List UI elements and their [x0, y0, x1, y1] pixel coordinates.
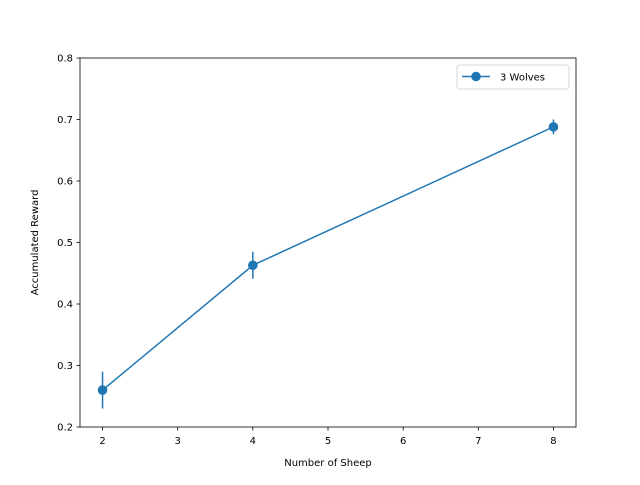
y-axis-label: Accumulated Reward: [30, 190, 41, 296]
x-tick-label: 5: [325, 436, 331, 447]
x-tick-label: 2: [99, 436, 105, 447]
y-tick-label: 0.5: [57, 238, 73, 249]
data-point: [248, 260, 258, 271]
marks-layer: [97, 119, 559, 409]
data-point: [97, 385, 108, 395]
legend-box: [456, 64, 570, 90]
axes-layer: 2 3 4 5 6 7 8 0.2 0.3 0.4 0.5 0.6 0.7 0.8: [57, 54, 577, 447]
x-tick-label: 4: [250, 436, 256, 447]
plot-area: [80, 58, 576, 427]
x-tick-label: 3: [175, 436, 181, 447]
x-tick-label: 8: [550, 436, 556, 447]
x-axis-label: Number of Sheep: [284, 458, 372, 469]
y-tick-label: 0.3: [57, 361, 73, 372]
legend-marker: [471, 71, 481, 82]
legend: 3 Wolves: [456, 64, 570, 90]
x-tick-label: 7: [475, 436, 481, 447]
legend-label: 3 Wolves: [500, 73, 545, 84]
data-point: [548, 122, 559, 132]
y-tick-label: 0.4: [57, 300, 73, 311]
x-tick-label: 6: [400, 436, 406, 447]
y-tick-label: 0.7: [57, 115, 73, 126]
y-tick-label: 0.6: [57, 177, 73, 188]
y-tick-label: 0.2: [57, 423, 73, 434]
y-tick-label: 0.8: [57, 54, 73, 65]
